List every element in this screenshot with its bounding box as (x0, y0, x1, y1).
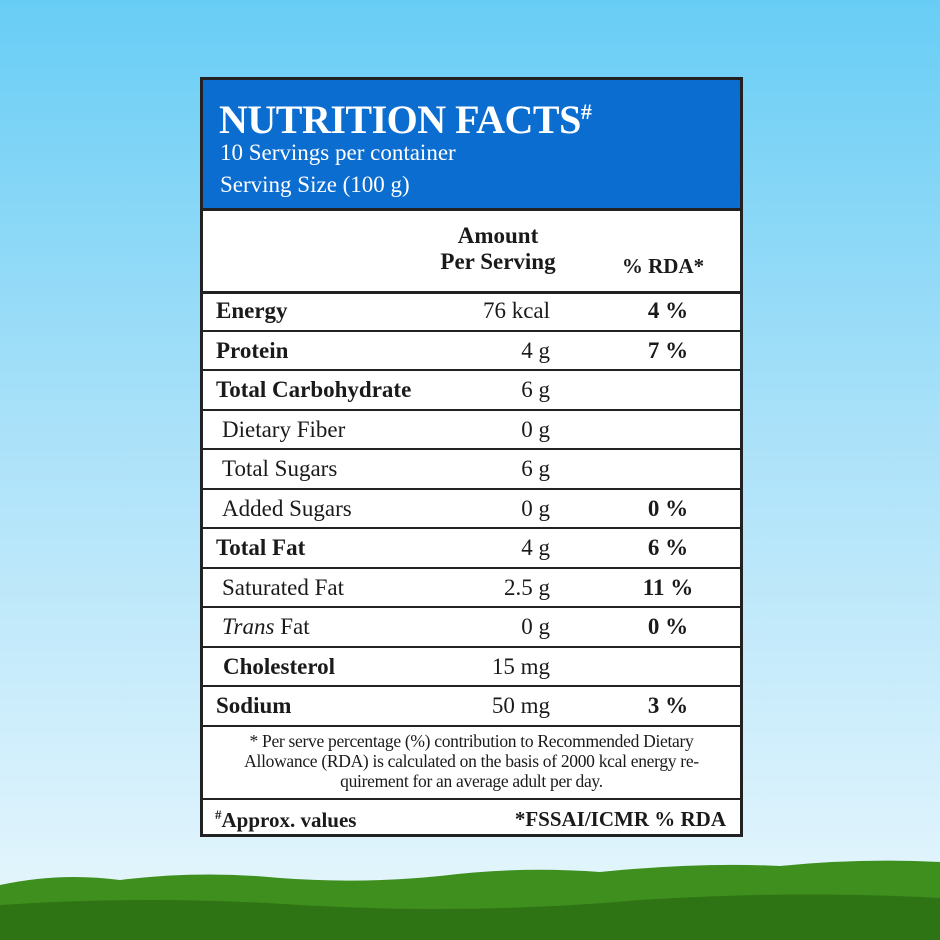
nutrient-row: Energy 76 kcal 4 % (203, 292, 740, 332)
amount: 76 kcal (482, 298, 550, 323)
nutrient-label-italic: Trans (222, 614, 275, 639)
amount: 2.5 g (504, 574, 550, 600)
approx-text: Approx. values (221, 808, 357, 832)
amount: 0 g (521, 416, 550, 442)
amount: 6 g (521, 456, 550, 481)
rda-value: 11 % (642, 574, 694, 600)
nutrient-label-text: Added Sugars (222, 495, 352, 521)
nutrient-row: Total Carbohydrate 6 g (203, 371, 740, 411)
nutrient-label-text: Total Sugars (222, 456, 338, 481)
amount: 6 g (521, 377, 550, 402)
nutrient-row: Trans Fat 0 g 0 % (203, 608, 740, 648)
amount: 0 g (521, 495, 550, 521)
nutrient-label-text: Fat (280, 614, 310, 639)
nutrient-label-text: Dietary Fiber (222, 416, 346, 442)
amount-header: Amount (457, 223, 539, 248)
nutrient-row: Saturated Fat 2.5 g 11 % (203, 569, 740, 608)
nutrient-label-text: Energy (216, 298, 288, 323)
approx-note: #Approx. values (215, 807, 356, 833)
label-header: NUTRITION FACTS# 10 Servings per contain… (203, 80, 740, 211)
approx-mark: # (215, 807, 222, 822)
nutrient-label-text: Sodium (216, 693, 292, 718)
nutrient-row: Total Fat 4 g 6 % (203, 529, 740, 569)
amount: 4 g (521, 337, 550, 363)
rda-value: 0 % (647, 495, 689, 521)
nutrient-label: Added Sugars (222, 496, 352, 522)
nutrient-label: Energy (216, 298, 288, 324)
footnote: * Per serve percentage (%) contribution … (203, 727, 740, 800)
footnote-line: Allowance (RDA) is calculated on the bas… (244, 751, 699, 771)
serving-size: Serving Size (100 g) (220, 172, 410, 197)
amount-header: Per Serving (440, 249, 556, 274)
nutrient-row: Protein 4 g 7 % (203, 332, 740, 371)
amount: 50 mg (491, 693, 550, 718)
nutrient-row: Added Sugars 0 g 0 % (203, 490, 740, 529)
nutrient-label-text: Cholesterol (223, 653, 336, 679)
nutrient-label: Saturated Fat (222, 575, 344, 601)
rda-value: 7 % (647, 337, 689, 363)
nutrient-row: Dietary Fiber 0 g (203, 411, 740, 450)
rda-source: *FSSAI/ICMR % RDA (514, 807, 726, 831)
nutrition-label: NUTRITION FACTS# 10 Servings per contain… (200, 77, 743, 837)
nutrient-label-text: Protein (216, 337, 289, 363)
title: NUTRITION FACTS# (219, 96, 592, 143)
nutrient-label-text: Total Carbohydrate (216, 377, 412, 402)
nutrient-label: Total Carbohydrate (216, 377, 411, 403)
rda-value: 6 % (647, 535, 689, 560)
rda-value: 4 % (647, 298, 689, 323)
title-mark: # (580, 99, 592, 124)
nutrient-label: Protein (216, 338, 288, 364)
footnote-line: * Per serve percentage (%) contribution … (249, 731, 694, 751)
title-text: NUTRITION FACTS (219, 97, 581, 142)
rda-value: 3 % (647, 693, 689, 718)
nutrient-row: Cholesterol 15 mg (203, 648, 740, 687)
nutrient-label: Dietary Fiber (222, 417, 345, 443)
nutrient-label-text: Total Fat (216, 535, 306, 560)
nutrient-row: Total Sugars 6 g (203, 450, 740, 490)
nutrient-row: Sodium 50 mg 3 % (203, 687, 740, 727)
rda-value: 0 % (647, 614, 689, 639)
footnote-line: quirement for an average adult per day. (340, 771, 603, 791)
nutrient-label-text: Saturated Fat (222, 574, 344, 600)
servings: 10 Servings per container (220, 140, 456, 165)
nutrient-label: Total Fat (216, 535, 305, 561)
amount: 4 g (521, 535, 550, 560)
rda-header: % RDA* (621, 254, 705, 278)
column-header: Amount Per Serving % RDA* (203, 211, 740, 294)
nutrient-label: Sodium (216, 693, 291, 719)
amount: 0 g (521, 614, 550, 639)
nutrient-label: Trans Fat (222, 614, 310, 640)
nutrient-label: Cholesterol (223, 654, 335, 680)
nutrient-label: Total Sugars (222, 456, 337, 482)
amount: 15 mg (491, 653, 550, 679)
